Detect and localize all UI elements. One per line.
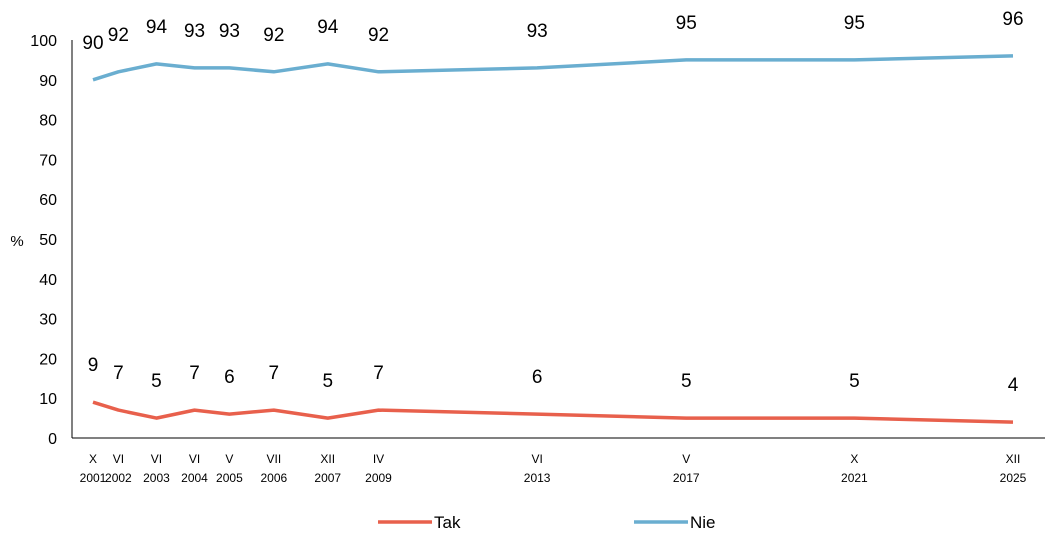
series-line-tak bbox=[92, 400, 1014, 424]
x-tick-label: V bbox=[682, 452, 690, 466]
y-axis-label: % bbox=[10, 233, 23, 250]
data-label: 93 bbox=[527, 21, 548, 42]
data-label: 94 bbox=[146, 17, 168, 38]
x-tick-label: V bbox=[225, 452, 233, 466]
x-tick-year: 2002 bbox=[105, 471, 132, 485]
x-tick-label: VI bbox=[151, 452, 162, 466]
data-label: 5 bbox=[849, 371, 860, 392]
data-label: 92 bbox=[108, 25, 129, 46]
x-tick-year: 2017 bbox=[673, 471, 700, 485]
data-label: 93 bbox=[184, 21, 205, 42]
legend-label-nie: Nie bbox=[690, 513, 716, 532]
x-tick-year: 2006 bbox=[260, 471, 287, 485]
y-tick-label: 100 bbox=[30, 33, 57, 50]
x-tick-label: VI bbox=[531, 452, 542, 466]
data-label: 94 bbox=[317, 17, 339, 38]
x-axis-ticks: X 2001 VI 2002 VI 2003 VI 2004 V 2005 VII 2006 XII 20… bbox=[80, 452, 1027, 485]
x-tick-label: VII bbox=[266, 452, 281, 466]
data-labels: 9 7 5 7 6 7 5 7 6 5 5 490 92 94 93 93 92 94 92 93 95 95 96 bbox=[82, 9, 1023, 396]
data-label: 5 bbox=[151, 371, 162, 392]
data-label: 7 bbox=[373, 363, 384, 384]
x-tick-year: 2021 bbox=[841, 471, 868, 485]
data-label: 96 bbox=[1002, 9, 1023, 30]
data-label: 6 bbox=[224, 367, 235, 388]
data-label: 6 bbox=[532, 367, 543, 388]
x-tick-year: 2025 bbox=[1000, 471, 1027, 485]
x-tick-label: X bbox=[850, 452, 858, 466]
y-tick-label: 80 bbox=[39, 113, 57, 130]
x-tick-label: IV bbox=[373, 452, 384, 466]
y-axis-ticks: 0 10 20 30 40 50 60 70 80 90 100 bbox=[30, 33, 57, 448]
data-label: 92 bbox=[263, 25, 284, 46]
x-tick-label: VI bbox=[113, 452, 124, 466]
x-tick-year: 2013 bbox=[524, 471, 551, 485]
series-group bbox=[92, 54, 1014, 424]
x-tick-label: X bbox=[89, 452, 97, 466]
y-tick-label: 30 bbox=[39, 312, 57, 329]
y-tick-label: 40 bbox=[39, 272, 57, 289]
y-tick-label: 10 bbox=[39, 391, 57, 408]
data-label: 95 bbox=[844, 13, 865, 34]
x-tick-year: 2005 bbox=[216, 471, 243, 485]
data-label: 7 bbox=[269, 363, 280, 384]
y-tick-label: 50 bbox=[39, 232, 57, 249]
data-label: 7 bbox=[113, 363, 124, 384]
x-tick-year: 2009 bbox=[365, 471, 392, 485]
series-line-nie bbox=[92, 54, 1014, 82]
legend: Tak Nie bbox=[378, 513, 716, 532]
legend-label-tak: Tak bbox=[434, 513, 461, 532]
data-label: 4 bbox=[1008, 375, 1019, 396]
y-tick-label: 60 bbox=[39, 192, 57, 209]
data-label: 7 bbox=[189, 363, 200, 384]
data-label: 90 bbox=[82, 33, 103, 54]
data-label: 5 bbox=[322, 371, 333, 392]
x-tick-year: 2003 bbox=[143, 471, 170, 485]
data-label: 9 bbox=[88, 355, 99, 376]
y-tick-label: 20 bbox=[39, 351, 57, 368]
data-label: 5 bbox=[681, 371, 692, 392]
x-tick-year: 2007 bbox=[314, 471, 341, 485]
y-tick-label: 90 bbox=[39, 73, 57, 90]
y-tick-label: 0 bbox=[48, 431, 57, 448]
x-tick-label: XII bbox=[320, 452, 335, 466]
x-tick-label: VI bbox=[189, 452, 200, 466]
x-tick-year: 2004 bbox=[181, 471, 208, 485]
data-label: 95 bbox=[676, 13, 697, 34]
data-label: 93 bbox=[219, 21, 240, 42]
y-tick-label: 70 bbox=[39, 152, 57, 169]
data-label: 92 bbox=[368, 25, 389, 46]
x-tick-label: XII bbox=[1006, 452, 1021, 466]
x-tick-year: 2001 bbox=[80, 471, 107, 485]
